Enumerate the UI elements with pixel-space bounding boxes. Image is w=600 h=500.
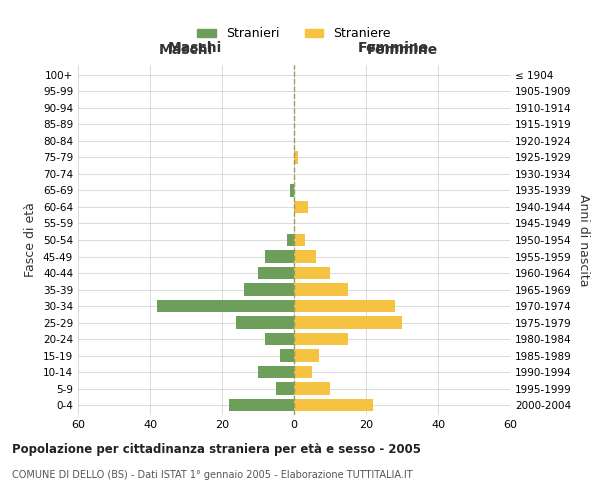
- Bar: [276, 382, 294, 395]
- Bar: [294, 284, 348, 296]
- Bar: [236, 316, 294, 328]
- Y-axis label: Fasce di età: Fasce di età: [25, 202, 37, 278]
- Text: Maschi: Maschi: [159, 42, 213, 56]
- Bar: [229, 399, 294, 411]
- Bar: [294, 382, 330, 395]
- Bar: [280, 350, 294, 362]
- Bar: [265, 333, 294, 345]
- Bar: [294, 234, 305, 246]
- Bar: [294, 201, 308, 213]
- Bar: [290, 184, 294, 196]
- Text: COMUNE DI DELLO (BS) - Dati ISTAT 1° gennaio 2005 - Elaborazione TUTTITALIA.IT: COMUNE DI DELLO (BS) - Dati ISTAT 1° gen…: [12, 470, 413, 480]
- Text: Femmine: Femmine: [367, 42, 437, 56]
- Bar: [258, 267, 294, 279]
- Text: Femmine: Femmine: [358, 40, 429, 54]
- Bar: [294, 366, 312, 378]
- Bar: [294, 250, 316, 262]
- Bar: [287, 234, 294, 246]
- Bar: [157, 300, 294, 312]
- Bar: [294, 350, 319, 362]
- Text: Maschi: Maschi: [167, 40, 222, 54]
- Text: Popolazione per cittadinanza straniera per età e sesso - 2005: Popolazione per cittadinanza straniera p…: [12, 442, 421, 456]
- Bar: [244, 284, 294, 296]
- Bar: [294, 267, 330, 279]
- Bar: [258, 366, 294, 378]
- Bar: [265, 250, 294, 262]
- Bar: [294, 300, 395, 312]
- Bar: [294, 333, 348, 345]
- Y-axis label: Anni di nascita: Anni di nascita: [577, 194, 590, 286]
- Bar: [294, 316, 402, 328]
- Legend: Stranieri, Straniere: Stranieri, Straniere: [192, 22, 396, 45]
- Bar: [294, 152, 298, 164]
- Bar: [294, 399, 373, 411]
